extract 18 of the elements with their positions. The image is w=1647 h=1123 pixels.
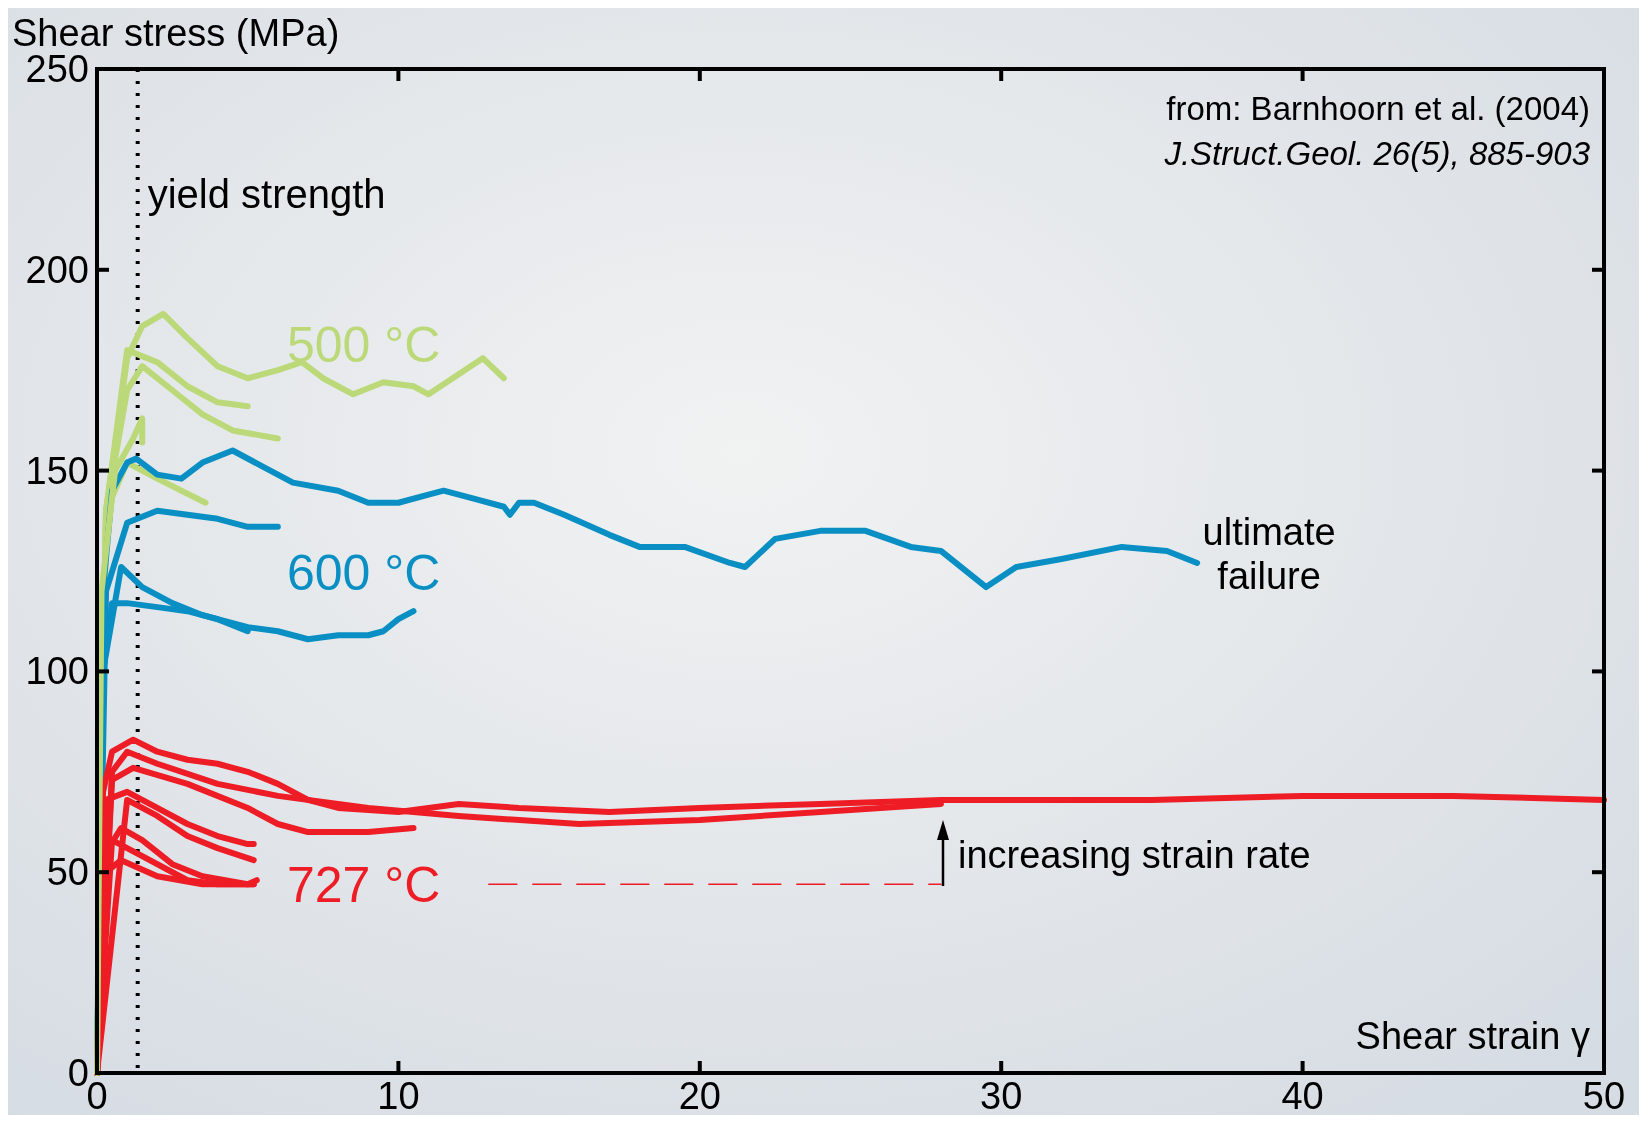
y-tick-label: 50	[46, 851, 89, 894]
x-tick-label: 40	[1281, 1075, 1324, 1117]
series-label: 727 °C	[287, 857, 441, 913]
x-tick-label: 10	[377, 1075, 420, 1117]
series-label: 600 °C	[287, 545, 441, 601]
x-tick-label: 30	[980, 1075, 1023, 1117]
y-tick-label: 150	[25, 449, 89, 492]
ref-line-label: yield strength	[147, 172, 386, 216]
series-label: 500 °C	[287, 317, 441, 373]
annotation: increasing strain rate	[958, 834, 1311, 876]
y-tick-label: 100	[25, 650, 89, 693]
y-tick-label: 200	[25, 248, 89, 291]
annotation: J.Struct.Geol. 26(5), 885-903	[1163, 135, 1591, 172]
annotation: ultimate failure	[1202, 510, 1336, 597]
x-tick-label: 50	[1582, 1075, 1626, 1117]
annotation: from: Barnhoorn et al. (2004)	[1166, 90, 1590, 127]
x-tick-label: 20	[678, 1075, 721, 1117]
x-axis-title: Shear strain γ	[1355, 1015, 1590, 1057]
